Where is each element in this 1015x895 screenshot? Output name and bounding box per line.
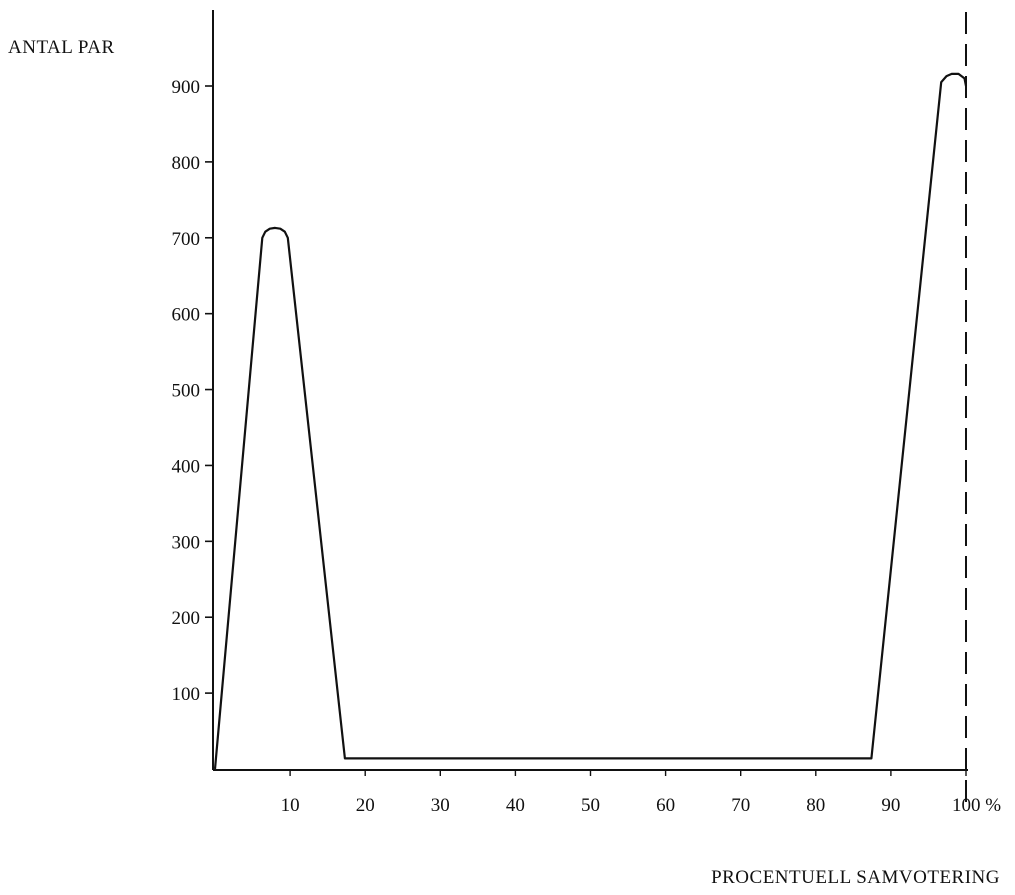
x-tick-label: 50 (581, 795, 600, 816)
x-tick-label: 10 (281, 795, 300, 816)
y-tick-label: 800 (172, 153, 201, 174)
x-ticks: 10 20 30 40 50 60 70 80 90 100 % (281, 770, 1001, 816)
y-tick-label: 700 (172, 229, 201, 250)
y-axis-title: ANTAL PAR (8, 37, 115, 58)
x-tick-label: 40 (506, 795, 525, 816)
plot-area: 100 200 300 400 500 600 700 800 900 10 20 30 40 50 60… (172, 10, 1001, 816)
y-ticks: 100 200 300 400 500 600 700 800 900 (172, 77, 213, 705)
y-tick-label: 600 (172, 305, 201, 326)
y-tick-label: 200 (172, 608, 201, 629)
x-axis-title: PROCENTUELL SAMVOTERING (711, 867, 1000, 888)
y-tick-label: 300 (172, 532, 201, 553)
x-tick-label: 70 (731, 795, 750, 816)
x-tick-label: 80 (806, 795, 825, 816)
x-tick-label: 20 (356, 795, 375, 816)
x-tick-label: 90 (881, 795, 900, 816)
y-tick-label: 100 (172, 684, 201, 705)
x-tick-label: 60 (656, 795, 675, 816)
y-tick-label: 500 (172, 381, 201, 402)
x-tick-label: 30 (431, 795, 450, 816)
series-line (213, 72, 968, 770)
y-tick-label: 900 (172, 77, 201, 98)
x-tick-label: 100 % (952, 795, 1001, 816)
y-tick-label: 400 (172, 456, 201, 477)
